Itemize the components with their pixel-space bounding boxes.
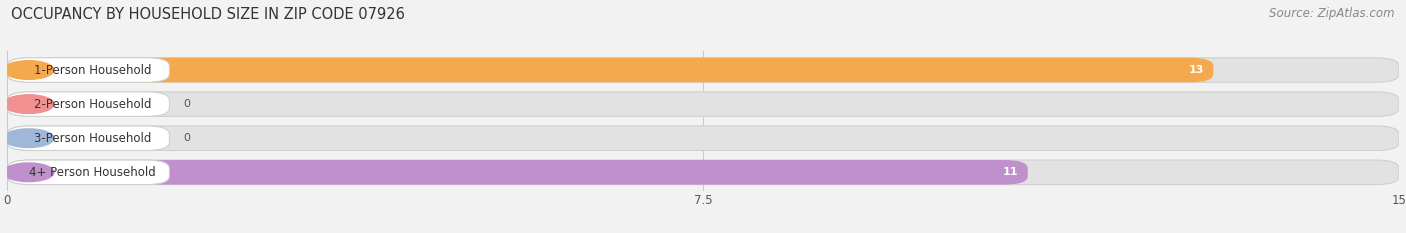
FancyBboxPatch shape (7, 92, 170, 116)
FancyBboxPatch shape (7, 58, 1399, 82)
FancyBboxPatch shape (7, 160, 170, 185)
Text: 13: 13 (1188, 65, 1204, 75)
FancyBboxPatch shape (7, 160, 1028, 185)
Text: 1-Person Household: 1-Person Household (34, 64, 152, 76)
Circle shape (3, 95, 53, 113)
Text: OCCUPANCY BY HOUSEHOLD SIZE IN ZIP CODE 07926: OCCUPANCY BY HOUSEHOLD SIZE IN ZIP CODE … (11, 7, 405, 22)
Circle shape (3, 61, 53, 79)
Text: 0: 0 (183, 99, 190, 109)
Text: 11: 11 (1002, 167, 1018, 177)
FancyBboxPatch shape (7, 126, 1399, 151)
Text: 0: 0 (183, 133, 190, 143)
Text: 2-Person Household: 2-Person Household (34, 98, 152, 111)
FancyBboxPatch shape (7, 58, 170, 82)
Text: Source: ZipAtlas.com: Source: ZipAtlas.com (1270, 7, 1395, 20)
FancyBboxPatch shape (7, 126, 170, 151)
Text: 4+ Person Household: 4+ Person Household (30, 166, 156, 179)
FancyBboxPatch shape (7, 160, 1399, 185)
Circle shape (3, 163, 53, 182)
Circle shape (3, 129, 53, 147)
FancyBboxPatch shape (7, 92, 1399, 116)
FancyBboxPatch shape (7, 58, 1213, 82)
Text: 3-Person Household: 3-Person Household (34, 132, 152, 145)
